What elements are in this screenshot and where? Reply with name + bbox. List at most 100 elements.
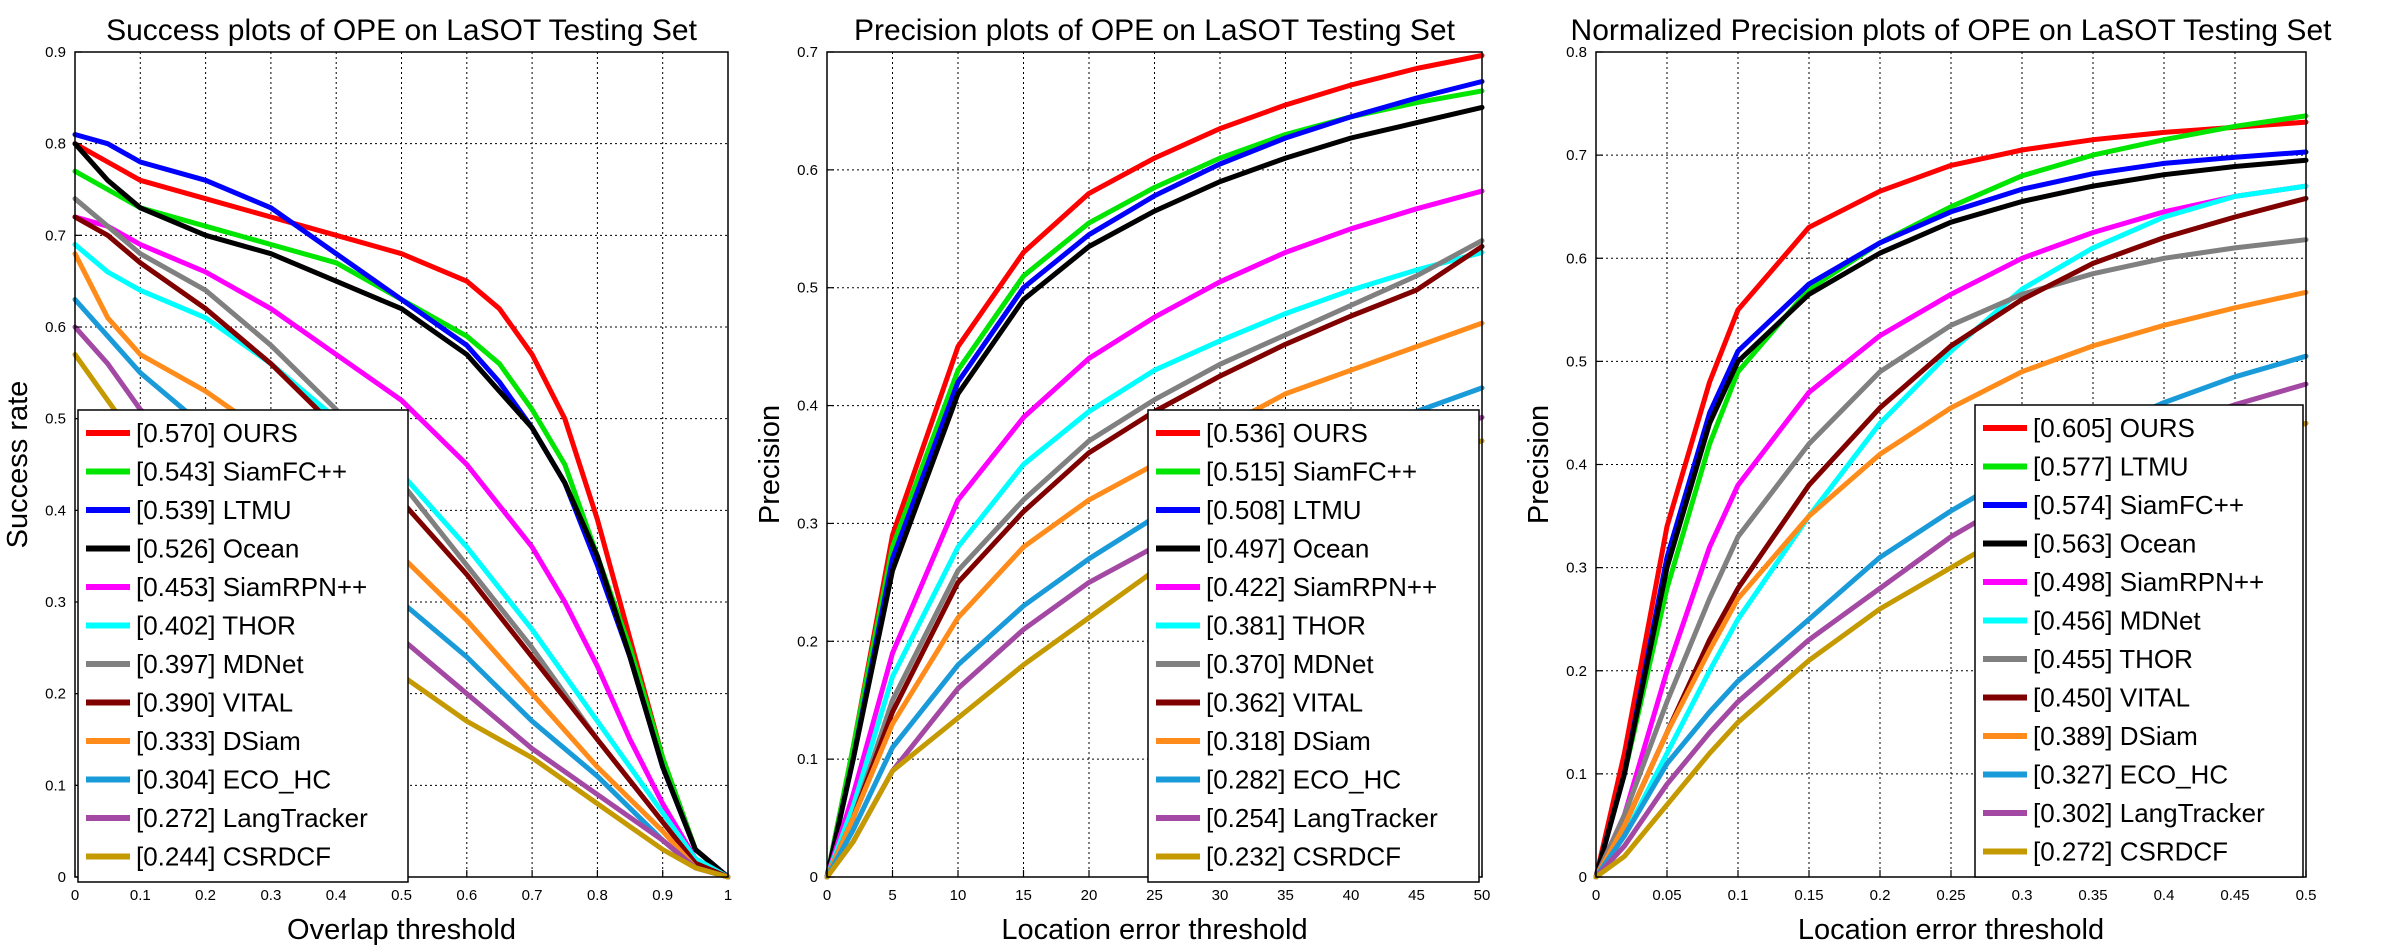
legend-label-6: [0.455] THOR: [2033, 644, 2193, 674]
y-tick-label: 0.4: [45, 502, 66, 519]
series-line-8: [824, 320, 1485, 880]
legend-label-1: [0.515] SiamFC++: [1206, 457, 1417, 487]
x-tick-label: 0.5: [391, 887, 412, 904]
x-tick-label: 20: [1081, 887, 1098, 904]
series-line-1: [72, 168, 731, 880]
y-tick-label: 0.4: [1566, 457, 1587, 474]
y-tick-label: 0.2: [1566, 663, 1587, 680]
chart-title: Precision plots of OPE on LaSOT Testing …: [854, 14, 1456, 47]
series-line-0: [1593, 119, 2309, 880]
x-axis-label: Overlap threshold: [287, 914, 516, 946]
legend-label-10: [0.254] LangTracker: [1206, 803, 1438, 833]
legend-box: [1974, 404, 2304, 878]
series-line-5: [1593, 183, 2309, 880]
legend-label-7: [0.450] VITAL: [2033, 683, 2190, 713]
y-tick-label: 0.3: [797, 515, 818, 532]
legend-label-2: [0.574] SiamFC++: [2033, 490, 2244, 520]
y-tick-label: 0: [1579, 869, 1587, 886]
series-line-7: [824, 244, 1485, 880]
legend-label-9: [0.304] ECO_HC: [136, 765, 331, 795]
x-tick-label: 0.1: [1728, 887, 1749, 904]
x-axis-label: Location error threshold: [1798, 914, 2104, 946]
legend-label-4: [0.453] SiamRPN++: [136, 572, 367, 602]
x-tick-label: 0.1: [130, 887, 151, 904]
x-tick-label: 0.15: [1794, 887, 1823, 904]
legend-label-3: [0.526] Ocean: [136, 534, 299, 564]
x-tick-label: 0.3: [260, 887, 281, 904]
y-tick-label: 0.6: [1566, 250, 1587, 267]
legend-label-7: [0.390] VITAL: [136, 688, 293, 718]
x-tick-label: 0.9: [652, 887, 673, 904]
x-tick-label: 1: [724, 887, 732, 904]
y-tick-label: 0.1: [1566, 766, 1587, 783]
legend: [0.570] OURS [0.543] SiamFC++ [0.539] LTMU…: [77, 409, 409, 883]
legend-label-2: [0.508] LTMU: [1206, 495, 1362, 525]
y-tick-label: 0.5: [797, 280, 818, 297]
legend-label-3: [0.563] Ocean: [2033, 529, 2196, 559]
legend-box: [77, 409, 409, 883]
y-axis-label: Precision: [1523, 405, 1555, 524]
x-tick-label: 0.5: [2296, 887, 2317, 904]
series-line-4: [824, 188, 1485, 880]
x-tick-label: 0.6: [456, 887, 477, 904]
x-tick-label: 35: [1277, 887, 1294, 904]
legend-label-1: [0.577] LTMU: [2033, 452, 2189, 482]
y-tick-label: 0: [58, 869, 66, 886]
x-tick-label: 0.3: [2012, 887, 2033, 904]
x-tick-label: 0.4: [2154, 887, 2175, 904]
x-tick-label: 0.4: [326, 887, 347, 904]
legend-label-8: [0.389] DSiam: [2033, 721, 2198, 751]
success-plot: 0 0.1 0.2 0.3 0.4 0.5 0.6 0.7 0.8 0.9 1 0 0.1 0.2 0.3 0…: [2, 14, 732, 946]
x-tick-label: 40: [1343, 887, 1360, 904]
y-tick-label: 0.2: [45, 686, 66, 703]
series-line-3: [1593, 157, 2309, 880]
series-line-3: [72, 141, 731, 880]
series-line-8: [1593, 289, 2309, 880]
x-tick-label: 0: [71, 887, 79, 904]
y-tick-label: 0.8: [45, 136, 66, 153]
normalized-precision-plot: 0 0.05 0.1 0.15 0.2 0.25 0.3 0.35 0.4 0.45 0.5 0 0.1…: [1523, 14, 2332, 946]
legend-label-0: [0.570] OURS: [136, 418, 298, 448]
y-tick-label: 0.2: [797, 633, 818, 650]
y-tick-label: 0.3: [1566, 560, 1587, 577]
y-tick-label: 0.3: [45, 594, 66, 611]
x-tick-label: 15: [1015, 887, 1032, 904]
series-line-3: [824, 104, 1485, 880]
x-tick-label: 0: [823, 887, 831, 904]
y-axis-label: Success rate: [2, 381, 34, 549]
legend-label-11: [0.244] CSRDCF: [136, 842, 331, 872]
y-axis-label: Precision: [754, 405, 786, 524]
legend-label-8: [0.333] DSiam: [136, 726, 301, 756]
y-tick-label: 0: [810, 869, 818, 886]
y-tick-label: 0.7: [45, 227, 66, 244]
legend-label-0: [0.536] OURS: [1206, 418, 1368, 448]
x-tick-label: 0.45: [2220, 887, 2249, 904]
x-tick-label: 5: [888, 887, 896, 904]
x-tick-label: 0.25: [1936, 887, 1965, 904]
y-tick-label: 0.5: [45, 411, 66, 428]
y-tick-label: 0.6: [45, 319, 66, 336]
x-axis-label: Location error threshold: [1001, 914, 1307, 946]
series-line-6: [824, 238, 1485, 880]
x-tick-label: 10: [950, 887, 967, 904]
legend-box: [1147, 409, 1480, 883]
y-tick-label: 0.6: [797, 162, 818, 179]
legend: [0.605] OURS [0.577] LTMU [0.574] SiamFC++…: [1974, 404, 2304, 878]
y-tick-label: 0.8: [1566, 44, 1587, 61]
series-line-5: [824, 249, 1485, 880]
x-tick-label: 0.35: [2078, 887, 2107, 904]
legend-label-3: [0.497] Ocean: [1206, 534, 1369, 564]
x-tick-label: 0.05: [1652, 887, 1681, 904]
y-tick-label: 0.1: [45, 777, 66, 794]
legend-label-1: [0.543] SiamFC++: [136, 457, 347, 487]
precision-plot: 0 5 10 15 20 25 30 35 40 45 50 0 0.1 0.2 0.3 0.4 0.5 0.6 0…: [754, 14, 1490, 946]
legend-label-10: [0.302] LangTracker: [2033, 798, 2265, 828]
x-tick-label: 0.2: [1870, 887, 1891, 904]
x-tick-label: 30: [1212, 887, 1229, 904]
legend-label-4: [0.498] SiamRPN++: [2033, 567, 2264, 597]
y-tick-label: 0.5: [1566, 353, 1587, 370]
x-tick-label: 45: [1408, 887, 1425, 904]
legend-label-6: [0.370] MDNet: [1206, 649, 1374, 679]
legend-label-5: [0.381] THOR: [1206, 611, 1366, 641]
